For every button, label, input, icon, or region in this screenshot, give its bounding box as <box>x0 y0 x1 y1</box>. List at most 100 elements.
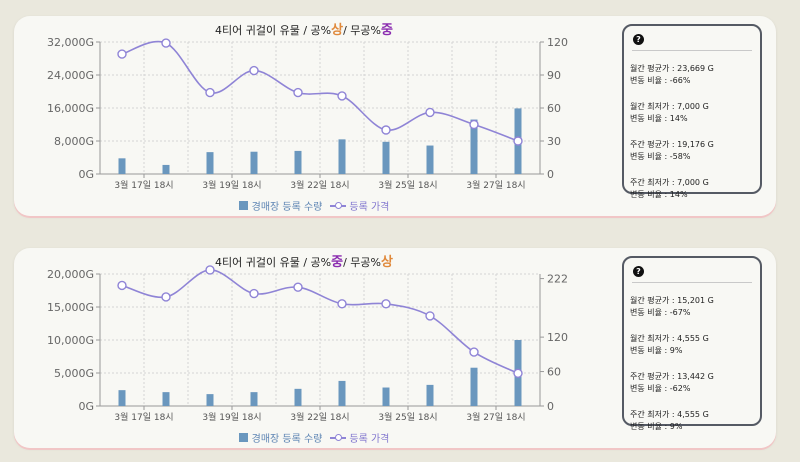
chart-plot: 0G 8,000G 16,000G 24,000G 32,000G 0 30 60 90 120 3… <box>47 36 568 191</box>
price-line <box>121 269 519 375</box>
legend-bar-label[interactable]: 경매장 등록 수량 <box>251 202 323 213</box>
legend-bar-swatch[interactable] <box>238 433 248 442</box>
price-point <box>293 282 303 292</box>
price-point <box>205 265 215 275</box>
help-icon[interactable]: ? <box>633 266 644 277</box>
bar <box>206 394 214 406</box>
bar <box>162 392 170 406</box>
chart-plot: 0G 5,000G 10,000G 15,000G 20,000G 0 60 120 222 3월… <box>47 265 568 423</box>
x-tick-label: 3월 19일 18시 <box>202 411 261 423</box>
price-point <box>469 119 479 130</box>
bar <box>250 151 258 174</box>
y-left-tick-label: 10,000G <box>47 334 94 347</box>
x-tick-label: 3월 17일 18시 <box>114 179 173 191</box>
price-point <box>513 368 523 378</box>
y-right-tick-label: 0 <box>547 400 554 413</box>
price-point <box>293 87 303 98</box>
bar <box>118 158 126 174</box>
chart-legend: 경매장 등록 수량 등록 가격 <box>14 198 614 213</box>
y-left-tick-label: 8,000G <box>54 135 94 148</box>
price-stats-box: ? 월간 평균가 : 23,669 G 변동 비율 : -66% 월간 최저가 :… <box>622 24 762 199</box>
bar <box>382 387 390 406</box>
bar <box>162 164 170 174</box>
bar <box>118 390 126 406</box>
bar <box>426 384 434 406</box>
stat-monthly-avg: 월간 평균가 : 15,201 G 변동 비율 : -67% <box>630 296 714 317</box>
legend-line-swatch[interactable] <box>330 201 347 210</box>
y-right-tick-label: 222 <box>547 273 568 286</box>
y-left-tick-label: 24,000G <box>47 69 94 82</box>
chart-legend: 경매장 등록 수량 등록 가격 <box>14 430 614 445</box>
y-right-tick-label: 0 <box>547 168 554 181</box>
stat-weekly-min: 주간 최저가 : 4,555 G 변동 비율 : 9% <box>630 410 709 431</box>
bar <box>470 367 478 406</box>
price-line <box>121 40 519 142</box>
y-right-tick-label: 60 <box>547 102 561 115</box>
bar <box>338 139 346 174</box>
chart-title: 4티어 귀걸이 유물 / 공%중/ 무공%상 <box>215 255 393 270</box>
y-right-tick-label: 90 <box>547 69 561 82</box>
y-left-tick-label: 20,000G <box>47 268 94 281</box>
price-point <box>381 125 391 135</box>
price-point <box>469 347 479 357</box>
divider <box>632 50 752 51</box>
bar <box>250 392 258 406</box>
y-left-tick-label: 0G <box>78 168 94 181</box>
y-right-tick-label: 60 <box>547 366 561 379</box>
x-tick-label: 3월 19일 18시 <box>202 179 261 191</box>
x-tick-label: 3월 22일 18시 <box>290 411 349 423</box>
x-tick-label: 3월 25일 18시 <box>378 411 437 423</box>
price-point <box>513 136 523 146</box>
x-tick-label: 3월 17일 18시 <box>114 411 173 423</box>
x-tick-label: 3월 27일 18시 <box>466 179 525 191</box>
help-icon[interactable]: ? <box>633 34 644 45</box>
bar <box>206 152 214 174</box>
stat-monthly-min: 월간 최저가 : 7,000 G 변동 비율 : 14% <box>630 102 709 123</box>
bar <box>470 119 478 174</box>
price-point <box>381 299 391 309</box>
bar <box>294 388 302 406</box>
legend-line-label[interactable]: 등록 가격 <box>349 434 390 445</box>
chart-title: 4티어 귀걸이 유물 / 공%상/ 무공%중 <box>215 23 393 38</box>
stat-monthly-min: 월간 최저가 : 4,555 G 변동 비율 : 9% <box>630 334 709 355</box>
stat-weekly-min: 주간 최저가 : 7,000 G 변동 비율 : 14% <box>630 178 709 199</box>
bar <box>382 141 390 174</box>
bar <box>338 380 346 406</box>
plot-area: 0G 5,000G 10,000G 15,000G 20,000G 0 60 120 222 3월… <box>47 265 568 423</box>
price-point <box>117 49 127 59</box>
legend-line-label[interactable]: 등록 가격 <box>349 202 390 213</box>
divider <box>632 282 752 283</box>
price-point <box>425 107 435 118</box>
bar <box>426 145 434 174</box>
price-point <box>117 280 127 291</box>
price-point <box>337 299 347 309</box>
legend-bar-label[interactable]: 경매장 등록 수량 <box>251 434 323 445</box>
x-tick-label: 3월 22일 18시 <box>290 179 349 191</box>
stat-monthly-avg: 월간 평균가 : 23,669 G 변동 비율 : -66% <box>630 64 714 85</box>
legend-bar-swatch[interactable] <box>238 201 248 210</box>
plot-area: 0G 8,000G 16,000G 24,000G 32,000G 0 30 60 90 120 3… <box>47 36 568 191</box>
y-left-tick-label: 5,000G <box>54 367 94 380</box>
y-right-tick-label: 30 <box>547 135 561 148</box>
y-right-tick-label: 120 <box>547 36 568 49</box>
price-point <box>249 65 259 76</box>
y-left-tick-label: 32,000G <box>47 36 94 49</box>
price-point <box>425 311 435 321</box>
stat-weekly-avg: 주간 평균가 : 19,176 G 변동 비율 : -58% <box>630 140 714 161</box>
stat-weekly-avg: 주간 평균가 : 13,442 G 변동 비율 : -62% <box>630 372 714 393</box>
y-right-tick-label: 120 <box>547 331 568 344</box>
legend-line-swatch[interactable] <box>330 433 347 442</box>
price-point <box>249 288 259 299</box>
price-point <box>161 292 171 302</box>
x-tick-label: 3월 27일 18시 <box>466 411 525 423</box>
y-left-tick-label: 16,000G <box>47 102 94 115</box>
bar <box>294 150 302 174</box>
y-left-tick-label: 15,000G <box>47 301 94 314</box>
chart-card-1: 4티어 귀걸이 유물 / 공%상/ 무공%중 0G 8,000G 16,000G 24… <box>14 16 776 216</box>
price-point <box>337 91 347 101</box>
chart-card-2: 4티어 귀걸이 유물 / 공%중/ 무공%상 0G 5,000G 10,000G 15… <box>14 248 776 448</box>
y-left-tick-label: 0G <box>78 400 94 413</box>
price-point <box>161 38 171 48</box>
price-point <box>205 87 215 98</box>
price-stats-box: ? 월간 평균가 : 15,201 G 변동 비율 : -67% 월간 최저가 :… <box>622 256 762 431</box>
